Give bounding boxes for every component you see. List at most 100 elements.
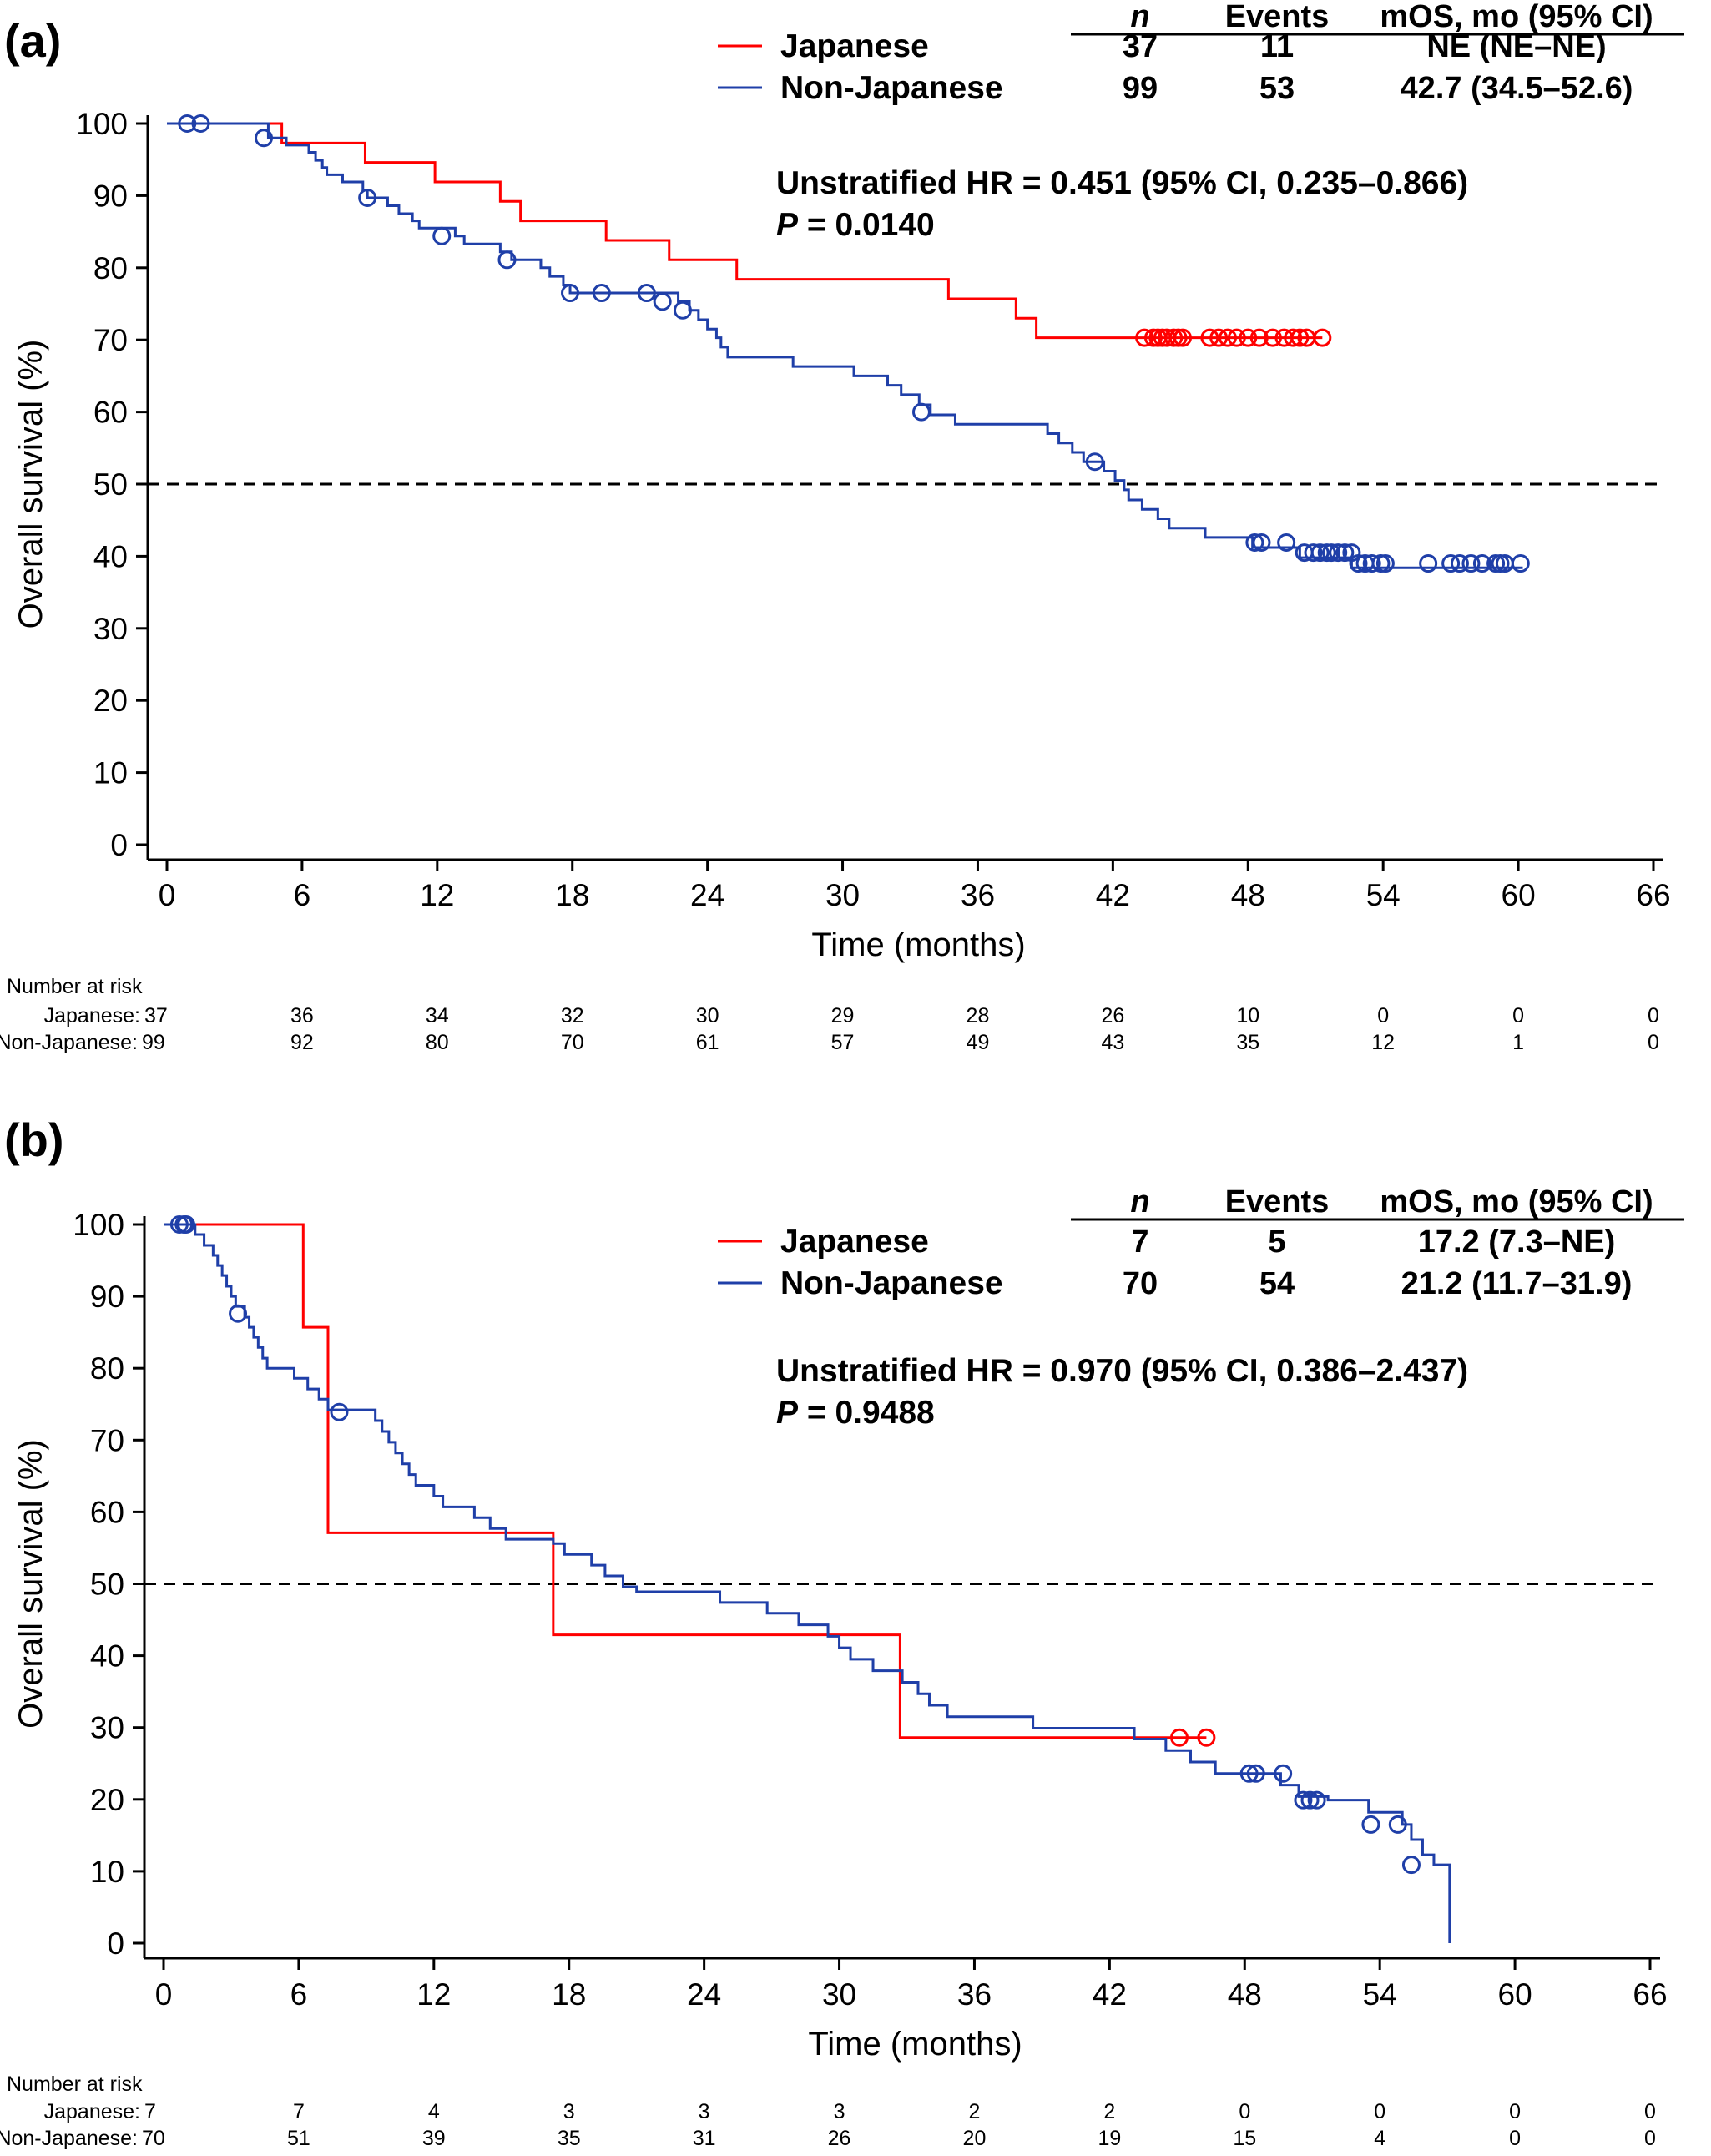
censor-mark-non-japanese bbox=[1441, 554, 1461, 573]
risk-value: 0 bbox=[1377, 1004, 1389, 1028]
censor-mark-non-japanese bbox=[1461, 554, 1481, 573]
censor-mark-non-japanese bbox=[1335, 543, 1355, 563]
stats-n-value: 37 bbox=[1123, 29, 1158, 64]
y-tick-label: 40 bbox=[90, 1639, 124, 1674]
censor-mark-non-japanese bbox=[191, 114, 210, 133]
stats-mos-value: 17.2 (7.3–NE) bbox=[1418, 1224, 1616, 1260]
censor-mark-non-japanese bbox=[1322, 543, 1341, 563]
risk-value: 0 bbox=[1239, 2100, 1250, 2123]
km-curve-japanese bbox=[167, 122, 1323, 340]
censor-mark-non-japanese bbox=[1472, 554, 1491, 573]
censor-mark-japanese bbox=[1227, 328, 1246, 347]
censor-mark-non-japanese bbox=[653, 292, 672, 311]
x-tick-label: 54 bbox=[1366, 878, 1401, 912]
censor-mark-non-japanese bbox=[637, 284, 656, 303]
risk-value: 0 bbox=[1644, 2100, 1656, 2123]
censor-mark-non-japanese bbox=[1294, 1790, 1313, 1810]
x-tick-label: 42 bbox=[1093, 1977, 1127, 2012]
x-tick-label: 18 bbox=[552, 1977, 586, 2012]
stats-header-events: Events bbox=[1225, 1184, 1330, 1219]
censor-mark-non-japanese bbox=[1388, 1815, 1407, 1834]
censor-mark-non-japanese bbox=[1401, 1856, 1421, 1875]
risk-value: 43 bbox=[1101, 1031, 1124, 1054]
stats-events-value: 5 bbox=[1268, 1224, 1285, 1260]
x-tick-label: 60 bbox=[1498, 1977, 1532, 2012]
censor-mark-non-japanese bbox=[1274, 1764, 1293, 1783]
x-tick-label: 66 bbox=[1633, 1977, 1667, 2012]
censor-mark-japanese bbox=[1170, 1728, 1189, 1747]
p-value: = 0.9488 bbox=[798, 1395, 935, 1431]
risk-value: 57 bbox=[831, 1031, 855, 1054]
risk-table-title: Number at risk bbox=[7, 975, 143, 998]
stats-events-value: 54 bbox=[1259, 1266, 1295, 1301]
x-tick-label: 12 bbox=[420, 878, 454, 912]
y-tick-label: 90 bbox=[93, 179, 128, 213]
censor-mark-non-japanese bbox=[358, 188, 377, 207]
censor-mark-non-japanese bbox=[1419, 554, 1438, 573]
y-tick-label: 20 bbox=[90, 1783, 124, 1817]
censor-mark-non-japanese bbox=[1362, 554, 1381, 573]
risk-value: 31 bbox=[693, 2127, 716, 2150]
censor-mark-non-japanese bbox=[1300, 1790, 1320, 1810]
censor-mark-non-japanese bbox=[178, 114, 197, 133]
y-tick-label: 10 bbox=[93, 756, 128, 790]
stats-n-value: 7 bbox=[1131, 1224, 1148, 1260]
censor-mark-japanese bbox=[1200, 328, 1219, 347]
censor-mark-japanese bbox=[1197, 1728, 1216, 1747]
risk-value: 36 bbox=[290, 1004, 314, 1028]
censor-mark-non-japanese bbox=[561, 284, 580, 303]
stats-header-n: n bbox=[1130, 0, 1149, 34]
censor-mark-non-japanese bbox=[1239, 1764, 1259, 1783]
x-tick-label: 54 bbox=[1363, 1977, 1397, 2012]
y-tick-label: 0 bbox=[107, 1926, 124, 1961]
risk-value: 0 bbox=[1509, 2100, 1521, 2123]
x-tick-label: 36 bbox=[957, 1977, 992, 2012]
x-tick-label: 48 bbox=[1228, 1977, 1262, 2012]
y-tick-label: 80 bbox=[93, 251, 128, 285]
x-tick-label: 12 bbox=[416, 1977, 451, 2012]
risk-table-title: Number at risk bbox=[7, 2073, 143, 2096]
y-axis-title: Overall survival (%) bbox=[13, 340, 49, 629]
x-tick-label: 0 bbox=[159, 878, 176, 912]
panel-label: (a) bbox=[4, 14, 61, 67]
x-tick-label: 36 bbox=[961, 878, 995, 912]
y-tick-label: 10 bbox=[90, 1855, 124, 1889]
risk-value: 70 bbox=[142, 2127, 165, 2150]
risk-value: 70 bbox=[561, 1031, 584, 1054]
censor-mark-japanese bbox=[1218, 328, 1237, 347]
risk-value: 32 bbox=[561, 1004, 584, 1028]
p-symbol: P bbox=[776, 207, 799, 243]
risk-value: 39 bbox=[422, 2127, 446, 2150]
risk-value: 10 bbox=[1236, 1004, 1259, 1028]
stats-header-mos: mOS, mo (95% CI) bbox=[1380, 0, 1653, 34]
stats-mos-value: NE (NE–NE) bbox=[1426, 29, 1606, 64]
x-tick-label: 30 bbox=[825, 878, 860, 912]
stats-mos-value: 21.2 (11.7–31.9) bbox=[1401, 1266, 1633, 1301]
y-tick-label: 100 bbox=[76, 107, 128, 141]
x-tick-label: 66 bbox=[1636, 878, 1670, 912]
risk-row-label: Non-Japanese: bbox=[0, 1031, 138, 1054]
risk-value: 30 bbox=[696, 1004, 719, 1028]
risk-value: 28 bbox=[967, 1004, 990, 1028]
x-tick-label: 30 bbox=[822, 1977, 856, 2012]
censor-mark-japanese bbox=[1263, 328, 1282, 347]
censor-mark-non-japanese bbox=[1450, 554, 1469, 573]
p-value: = 0.0140 bbox=[798, 207, 935, 243]
risk-value: 7 bbox=[293, 2100, 305, 2123]
y-tick-label: 100 bbox=[73, 1208, 124, 1242]
censor-mark-japanese bbox=[1249, 328, 1269, 347]
risk-value: 49 bbox=[967, 1031, 990, 1054]
risk-value: 20 bbox=[963, 2127, 987, 2150]
censor-mark-non-japanese bbox=[1349, 554, 1368, 573]
censor-mark-non-japanese bbox=[1085, 452, 1104, 472]
x-tick-label: 0 bbox=[155, 1977, 173, 2012]
censor-mark-non-japanese bbox=[592, 284, 611, 303]
censor-mark-non-japanese bbox=[1329, 543, 1348, 563]
stats-n-value: 70 bbox=[1123, 1266, 1158, 1301]
risk-value: 0 bbox=[1644, 2127, 1656, 2150]
km-curve-non-japanese bbox=[167, 122, 1523, 569]
stats-n-value: 99 bbox=[1123, 71, 1158, 106]
legend-label: Japanese bbox=[780, 28, 929, 64]
risk-value: 4 bbox=[1374, 2127, 1385, 2150]
